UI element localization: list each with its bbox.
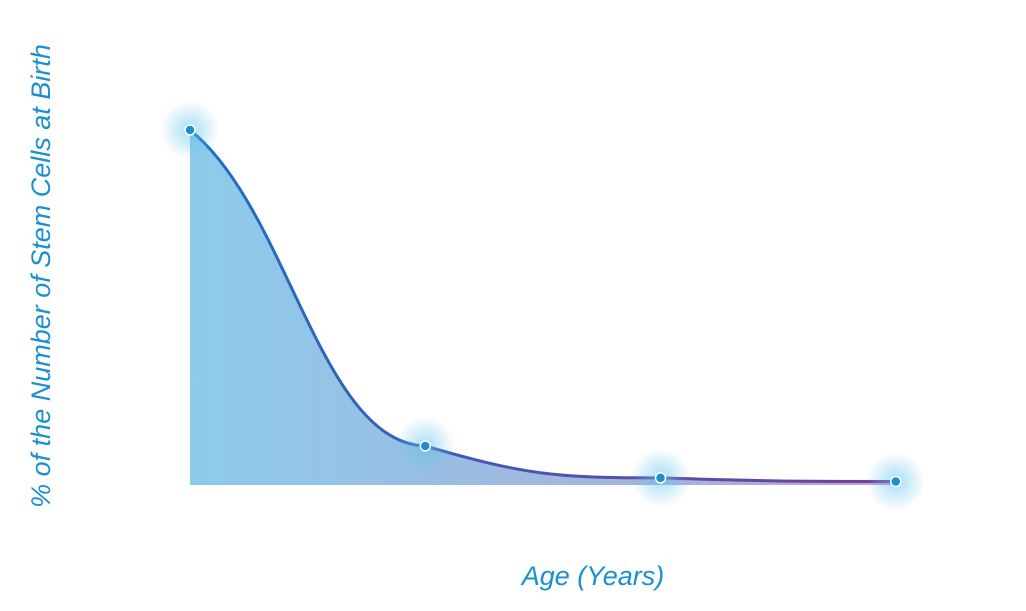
series-line xyxy=(188,128,898,483)
data-point xyxy=(395,415,456,476)
data-point-marker xyxy=(184,124,196,136)
data-point xyxy=(865,451,926,512)
data-points xyxy=(160,100,926,512)
y-axis-label: % of the Number of Stem Cells at Birth xyxy=(26,44,56,508)
data-point xyxy=(630,447,691,508)
area-fill xyxy=(190,130,896,485)
data-point-marker xyxy=(419,440,432,452)
data-point xyxy=(160,100,220,160)
data-point-marker xyxy=(890,475,902,488)
data-point-marker xyxy=(654,472,667,484)
x-axis-label: Age (Years) xyxy=(520,561,665,591)
